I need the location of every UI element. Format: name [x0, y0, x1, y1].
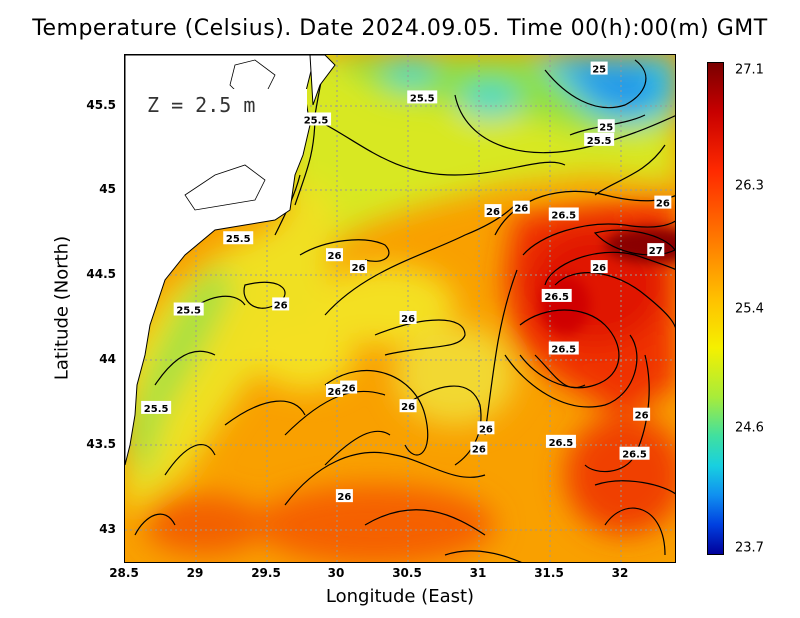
contour-label: 27	[649, 246, 663, 257]
colorbar-tick: 26.3	[735, 178, 764, 194]
y-tick: 43	[99, 522, 116, 536]
y-tick: 45	[99, 182, 116, 196]
contour-label-bg	[470, 441, 488, 455]
contour-label-bg	[325, 248, 343, 262]
contour-label: 26	[337, 492, 351, 503]
contour-label-bg	[335, 489, 353, 503]
contour-label-bg	[272, 297, 290, 311]
contour-label: 26	[479, 424, 493, 435]
contour-label: 26	[401, 314, 415, 325]
contour-label: 26.5	[551, 345, 576, 356]
contour-label: 26.5	[551, 210, 576, 221]
contour-label-bg	[141, 400, 172, 414]
contour-label-bg	[173, 302, 204, 316]
contour-label: 26	[328, 387, 342, 398]
x-tick: 30.5	[392, 566, 422, 580]
contour-label: 25.5	[176, 306, 201, 317]
contour-label-bg	[654, 195, 672, 209]
contour-label-bg	[484, 204, 502, 218]
contour-label: 26	[472, 445, 486, 456]
contour-label-bg	[541, 288, 572, 302]
temperature-shading	[125, 55, 675, 562]
contour-label: 25.5	[587, 136, 612, 147]
contour-label-bg	[399, 399, 417, 413]
colorbar-tick: 23.7	[735, 540, 764, 556]
contour-label: 26.5	[544, 292, 569, 303]
contour-label: 25	[592, 65, 606, 76]
x-tick: 31	[469, 566, 487, 580]
contour-label: 26.5	[622, 450, 647, 461]
colorbar-tick: 27.1	[735, 62, 764, 78]
contour-label-bg	[590, 260, 608, 274]
contour-label-bg	[548, 341, 579, 355]
x-tick: 32	[611, 566, 629, 580]
depth-label-box	[137, 89, 307, 121]
colorbar-tick: 24.6	[735, 420, 764, 436]
x-tick: 30	[327, 566, 345, 580]
contour-label-bg	[597, 119, 615, 133]
contour-label-bg	[512, 200, 530, 214]
contour-label-bg	[647, 243, 665, 257]
x-tick: 28.5	[109, 566, 139, 580]
colorbar	[707, 62, 724, 555]
contour-label: 26	[352, 263, 366, 274]
contour-label-bg	[633, 407, 651, 421]
colorbar-tick: 25.4	[735, 301, 764, 317]
contour-label-bg	[545, 434, 576, 448]
depth-label: Z = 2.5 m	[147, 93, 255, 117]
x-tick: 29	[186, 566, 204, 580]
y-tick: 45.5	[86, 98, 116, 112]
contour-label: 26	[328, 251, 342, 262]
y-tick: 44.5	[86, 267, 116, 281]
contour-label-bg	[407, 90, 438, 104]
contour-label: 26	[592, 263, 606, 274]
contour-label: 25	[599, 122, 613, 133]
x-tick: 29.5	[251, 566, 281, 580]
contour-label-bg	[223, 231, 254, 245]
contour-label-bg	[301, 112, 332, 126]
map-plot-area: Z = 2.5 m 25 25.5 25.5 25 25.5 26 26 26 26.5 25.5…	[124, 54, 676, 563]
contour-label: 26	[514, 204, 528, 215]
contour-label-bg	[548, 207, 579, 221]
land-mass	[125, 55, 336, 466]
contour-label-bg	[590, 61, 608, 75]
contour-label-bg	[350, 260, 368, 274]
contour-label: 25.5	[226, 234, 251, 245]
contour-label: 26	[486, 207, 500, 218]
contour-label-bg	[584, 132, 615, 146]
x-axis-label: Longitude (East)	[325, 586, 475, 607]
contour-label-bg	[325, 383, 343, 397]
contour-label: 26	[342, 384, 356, 395]
y-tick: 43.5	[86, 437, 116, 451]
contour-label: 25.5	[144, 404, 169, 415]
y-tick: 44	[99, 352, 116, 366]
contour-label: 26	[274, 300, 288, 311]
contour-label: 25.5	[304, 115, 329, 126]
map-title: Temperature (Celsius). Date 2024.09.05. …	[32, 16, 768, 41]
contour-label-bg	[619, 446, 650, 460]
contour-label: 26	[635, 411, 649, 422]
contour-label-bg	[399, 310, 417, 324]
contour-label: 26	[401, 402, 415, 413]
contour-label-bg	[340, 380, 358, 394]
contour-label: 26	[656, 199, 670, 210]
contour-label-bg	[477, 421, 495, 435]
contour-label: 26.5	[549, 438, 574, 449]
x-tick: 31.5	[534, 566, 564, 580]
contour-label: 25.5	[410, 93, 435, 104]
y-axis-label: Latitude (North)	[51, 235, 73, 381]
